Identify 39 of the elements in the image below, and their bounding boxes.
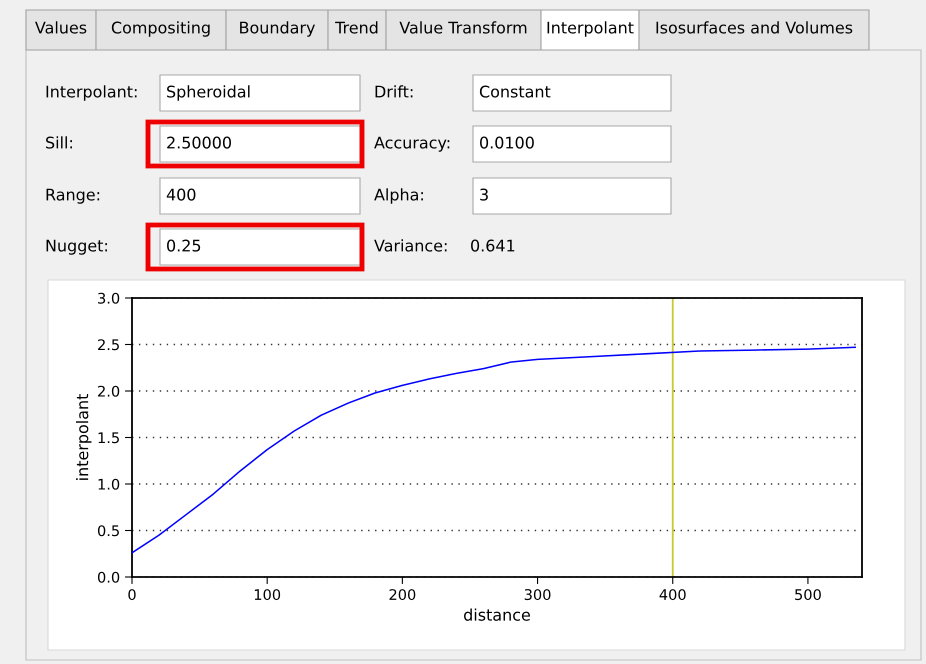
text: 2.50000 — [167, 136, 231, 149]
line-series — [132, 346, 856, 554]
y-tick-label: 2.5 — [98, 339, 119, 350]
text: Nugget: — [46, 240, 107, 255]
text: Boundary — [240, 21, 315, 37]
text: Interpolant — [548, 21, 634, 37]
text: Trend — [335, 21, 378, 34]
text: Drift: — [376, 85, 412, 98]
y-tick-label: 0.0 — [98, 572, 120, 583]
x-axis-title: distance — [464, 608, 530, 621]
text: Variance: — [374, 239, 447, 252]
y-tick-label: 2.0 — [98, 386, 120, 397]
text: 0.25 — [167, 240, 200, 252]
x-tick-label: 300 — [524, 589, 551, 600]
text: Constant — [480, 86, 550, 98]
text: Sill: — [46, 136, 72, 149]
x-tick-label: 400 — [660, 589, 686, 600]
x-tick-label: 0 — [128, 589, 136, 600]
text: Compositing — [112, 21, 210, 37]
text: Isosurfaces and Volumes — [656, 21, 852, 34]
x-tick-label: 500 — [795, 589, 821, 600]
text: 3 — [480, 188, 488, 201]
text: Spheroidal — [167, 85, 250, 101]
y-axis-title: interpolant — [76, 394, 92, 480]
text: 0.641 — [471, 240, 514, 252]
x-tick-label: 200 — [390, 589, 416, 600]
text: Value Transform — [399, 21, 526, 34]
text: Range: — [46, 188, 100, 204]
text: 0.0100 — [480, 136, 534, 149]
x-tick-label: 100 — [254, 589, 280, 600]
text: Accuracy: — [374, 136, 450, 152]
text: Interpolant: — [46, 85, 137, 101]
y-tick-label: 1.5 — [98, 432, 119, 444]
y-tick-label: 0.5 — [98, 525, 119, 536]
y-tick-label: 3.0 — [98, 292, 120, 304]
y-tick-label: 1.0 — [98, 478, 120, 490]
text: 400 — [166, 188, 196, 201]
text: Alpha: — [374, 188, 423, 204]
text: Values — [35, 21, 86, 34]
